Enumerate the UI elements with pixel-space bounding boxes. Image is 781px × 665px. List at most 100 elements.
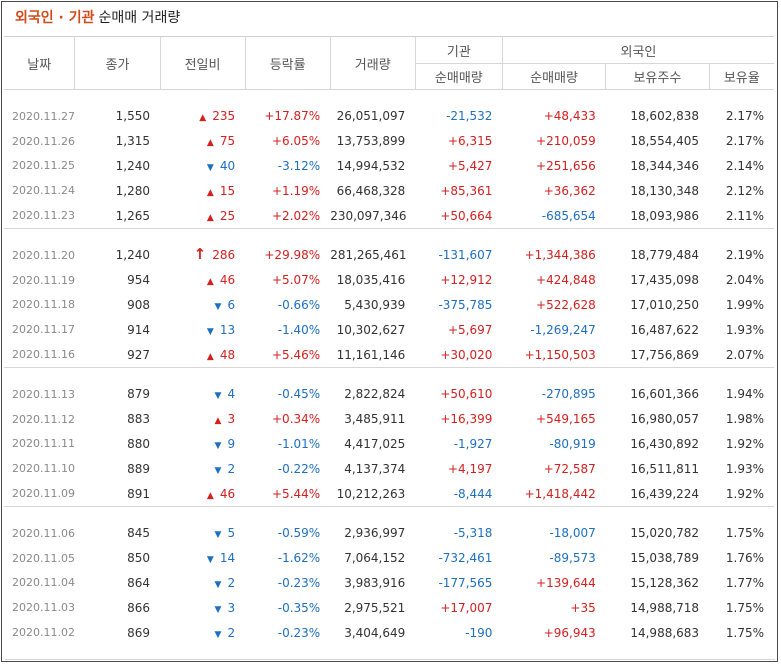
rate-cell: -1.62% (277, 551, 321, 566)
header-institution-net: 순매매량 (414, 63, 503, 90)
institution-net-cell: -375,785 (438, 297, 493, 312)
group-spacer-cell (4, 505, 774, 521)
institution-net-cell: -1,927 (453, 436, 493, 451)
change-value: 4 (227, 387, 236, 402)
date-cell: 2020.11.20 (12, 248, 75, 262)
date-cell: 2020.11.19 (12, 273, 75, 287)
date-cell: 2020.11.12 (12, 412, 75, 426)
foreign-net-cell: -1,269,247 (530, 322, 596, 337)
foreign-net-cell: -270,895 (541, 387, 596, 402)
table-row: 2020.11.13 879 ▼ 4 -0.45% 2,822,824 +50,610 -27… (4, 382, 774, 407)
change-value: 9 (227, 436, 236, 451)
change-cell: ▼ 2 (160, 571, 245, 596)
rate-cell: -0.23% (277, 575, 321, 590)
header-foreign-holdings: 보유주수 (605, 63, 710, 90)
foreign-net-cell: +96,943 (543, 625, 596, 640)
close-cell: 866 (127, 600, 150, 615)
foreign-holdings-cell: 17,756,869 (630, 347, 700, 362)
table-row: 2020.11.17 914 ▼ 13 -1.40% 10,302,627 +5,697 -1… (4, 317, 774, 342)
table-row: 2020.11.09 891 ▲ 46 +5.44% 10,212,263 -8,444 +1… (4, 481, 774, 506)
close-cell: 879 (127, 387, 150, 402)
change-cell: ▼ 5 (160, 521, 245, 546)
foreign-holdings-cell: 18,344,346 (630, 158, 700, 173)
change-cell: ▲ 46 (160, 481, 245, 506)
foreign-ratio-cell: 1.93% (725, 461, 764, 476)
header-foreign-group: 외국인 (501, 36, 774, 64)
date-cell: 2020.11.17 (12, 323, 75, 337)
table-row: 2020.11.23 1,265 ▲ 25 +2.02% 230,097,346 +50,6… (4, 203, 774, 228)
limit-up-arrow-icon: ↑ (193, 245, 207, 264)
header-institution-group: 기관 (414, 36, 503, 64)
change-cell: ▼ 6 (160, 293, 245, 318)
table-row: 2020.11.03 866 ▼ 3 -0.35% 2,975,521 +17,007 +35… (4, 595, 774, 620)
table-row: 2020.11.11 880 ▼ 9 -1.01% 4,417,025 -1,927 -80,… (4, 432, 774, 457)
change-cell: ▼ 4 (160, 382, 245, 407)
foreign-ratio-cell: 1.75% (725, 600, 764, 615)
rate-cell: +1.19% (272, 183, 321, 198)
volume-cell: 281,265,461 (330, 248, 407, 263)
volume-cell: 14,994,532 (336, 158, 406, 173)
close-cell: 1,240 (115, 158, 150, 173)
close-cell: 914 (127, 322, 150, 337)
foreign-net-cell: +522,628 (536, 297, 596, 312)
foreign-net-cell: +139,644 (536, 575, 596, 590)
change-cell: ▲ 15 (160, 178, 245, 203)
table-row: 2020.11.27 1,550 ▲ 235 +17.87% 26,051,097 -21,… (4, 104, 774, 129)
foreign-ratio-cell: 2.04% (725, 273, 764, 288)
foreign-holdings-cell: 16,430,892 (630, 436, 700, 451)
rate-cell: -0.23% (277, 625, 321, 640)
foreign-holdings-cell: 15,020,782 (630, 526, 700, 541)
foreign-holdings-cell: 18,093,986 (630, 208, 700, 223)
table-row: 2020.11.05 850 ▼ 14 -1.62% 7,064,152 -732,461 -… (4, 546, 774, 571)
change-value: 46 (219, 273, 236, 288)
down-triangle-icon: ▼ (214, 629, 222, 640)
foreign-net-cell: -685,654 (541, 208, 596, 223)
rate-cell: -0.35% (277, 600, 321, 615)
foreign-net-cell: +210,059 (536, 134, 596, 149)
up-triangle-icon: ▲ (199, 113, 207, 124)
table-row: 2020.11.24 1,280 ▲ 15 +1.19% 66,468,328 +85,36… (4, 178, 774, 203)
table-row: 2020.11.02 869 ▼ 2 -0.23% 3,404,649 -190 +96,94… (4, 620, 774, 645)
foreign-holdings-cell: 18,779,484 (630, 248, 700, 263)
foreign-net-cell: +1,418,442 (524, 486, 596, 501)
date-cell: 2020.11.02 (12, 626, 75, 640)
up-triangle-icon: ▲ (206, 351, 214, 362)
group-spacer (4, 90, 774, 105)
volume-cell: 5,430,939 (344, 297, 406, 312)
foreign-ratio-cell: 2.14% (725, 158, 764, 173)
change-value: 40 (219, 158, 236, 173)
foreign-net-cell: -80,919 (549, 436, 596, 451)
date-cell: 2020.11.16 (12, 348, 75, 362)
foreign-net-cell: +424,848 (536, 273, 596, 288)
foreign-net-cell: +1,344,386 (524, 248, 596, 263)
change-value: 3 (227, 412, 236, 427)
foreign-net-cell: -18,007 (549, 526, 596, 541)
volume-cell: 4,417,025 (344, 436, 406, 451)
table-row: 2020.11.10 889 ▼ 2 -0.22% 4,137,374 +4,197 +72,… (4, 456, 774, 481)
down-triangle-icon: ▼ (214, 530, 222, 541)
change-cell: ▲ 46 (160, 268, 245, 293)
institution-net-cell: +30,020 (440, 347, 493, 362)
volume-cell: 66,468,328 (336, 183, 406, 198)
volume-cell: 2,975,521 (344, 600, 406, 615)
change-value: 5 (227, 526, 236, 541)
up-triangle-icon: ▲ (206, 138, 214, 149)
date-cell: 2020.11.25 (12, 159, 75, 173)
foreign-holdings-cell: 16,487,622 (630, 322, 700, 337)
close-cell: 954 (127, 273, 150, 288)
volume-cell: 3,983,916 (344, 575, 406, 590)
header-volume: 거래량 (329, 36, 416, 90)
close-cell: 883 (127, 412, 150, 427)
foreign-ratio-cell: 1.93% (725, 322, 764, 337)
change-cell: ↑ 286 (160, 243, 245, 268)
trading-table: 날짜 종가 전일비 등락률 거래량 기관 외국인 순매매량 순매매량 보유주수 … (4, 36, 774, 645)
close-cell: 845 (127, 526, 150, 541)
institution-net-cell: +5,697 (447, 322, 493, 337)
up-triangle-icon: ▲ (206, 490, 214, 501)
table-row: 2020.11.26 1,315 ▲ 75 +6.05% 13,753,899 +6,315… (4, 129, 774, 154)
institution-net-cell: +12,912 (440, 273, 493, 288)
header-date: 날짜 (4, 36, 75, 90)
foreign-ratio-cell: 1.92% (725, 436, 764, 451)
change-cell: ▼ 14 (160, 546, 245, 571)
foreign-holdings-cell: 16,980,057 (630, 412, 700, 427)
